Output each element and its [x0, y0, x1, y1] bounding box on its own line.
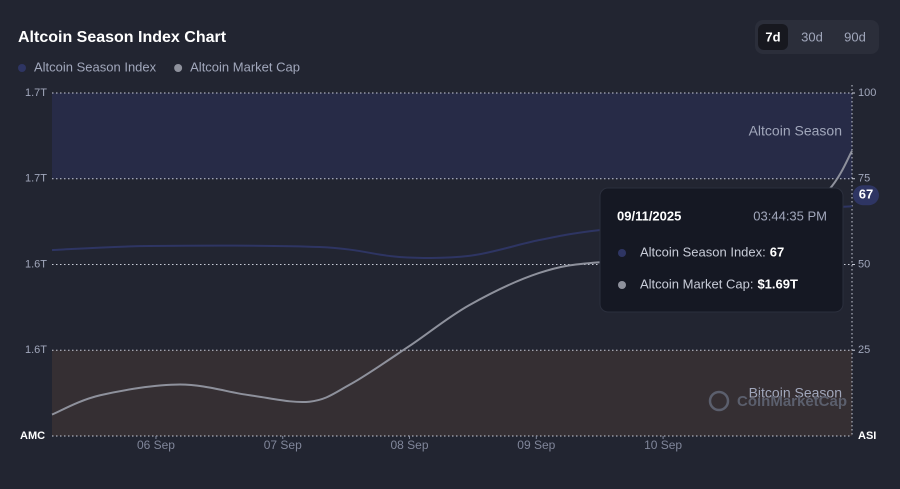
- y-tick-label: 1.6T: [25, 258, 47, 270]
- band-label: Bitcoin Season: [749, 385, 842, 401]
- band-label: Altcoin Season: [749, 123, 842, 139]
- tooltip-value: $1.69T: [757, 276, 798, 291]
- legend-label: Altcoin Season Index: [34, 59, 157, 74]
- range-button[interactable]: 30d: [801, 29, 823, 44]
- tooltip-time: 03:44:35 PM: [753, 208, 827, 223]
- range-button[interactable]: 90d: [844, 29, 866, 44]
- range-button-active: [758, 24, 788, 50]
- range-button[interactable]: 7d: [765, 29, 780, 44]
- chart-title: Altcoin Season Index Chart: [18, 29, 227, 46]
- legend-marker: [18, 64, 26, 72]
- y-tick-label: 1.6T: [25, 344, 47, 356]
- tooltip-label: Altcoin Season Index:: [640, 244, 766, 259]
- watermark: CoinMarketCap: [737, 393, 847, 410]
- tooltip-value: 67: [770, 244, 784, 259]
- x-tick-label: 08 Sep: [391, 438, 429, 452]
- tooltip-marker: [618, 281, 626, 289]
- tooltip-label: Altcoin Market Cap:: [640, 276, 753, 291]
- y-tick-label: 1.7T: [25, 87, 47, 99]
- y2-tick-label: 50: [858, 258, 870, 270]
- x-tick-label: 10 Sep: [644, 438, 682, 452]
- x-tick-label: 07 Sep: [264, 438, 302, 452]
- tooltip: [599, 187, 844, 313]
- y2-tick-label: 100: [858, 87, 876, 99]
- band: [52, 350, 852, 436]
- x-tick-label: 06 Sep: [137, 438, 175, 452]
- y-axis-label: AMC: [20, 430, 45, 442]
- value-badge-label: 67: [859, 187, 873, 202]
- tooltip-date: 09/11/2025: [617, 208, 681, 223]
- y-tick-label: 1.7T: [25, 173, 47, 185]
- value-badge: [853, 185, 879, 206]
- y2-tick-label: 25: [858, 344, 870, 356]
- band: [52, 93, 852, 179]
- legend-marker: [174, 64, 183, 72]
- y2-axis-label: ASI: [858, 430, 876, 442]
- legend-label: Altcoin Market Cap: [190, 59, 300, 74]
- tooltip-marker: [618, 249, 626, 257]
- watermark-logo: [708, 390, 730, 412]
- y2-tick-label: 75: [858, 173, 870, 185]
- x-tick-label: 09 Sep: [517, 438, 555, 452]
